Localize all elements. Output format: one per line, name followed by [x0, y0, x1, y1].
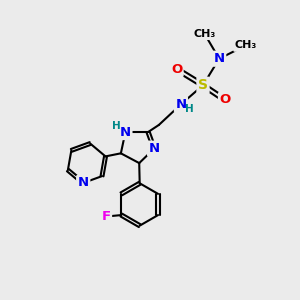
Text: CH₃: CH₃ — [193, 29, 216, 39]
Text: F: F — [101, 210, 111, 223]
Text: N: N — [120, 125, 131, 139]
Text: N: N — [148, 142, 160, 155]
Text: S: S — [198, 78, 208, 92]
Text: O: O — [220, 93, 231, 106]
Text: O: O — [171, 62, 182, 76]
Text: CH₃: CH₃ — [235, 40, 257, 50]
Text: H: H — [185, 104, 194, 114]
Text: N: N — [176, 98, 187, 111]
Text: N: N — [78, 176, 89, 190]
Text: H: H — [112, 121, 121, 130]
Text: N: N — [214, 52, 225, 65]
